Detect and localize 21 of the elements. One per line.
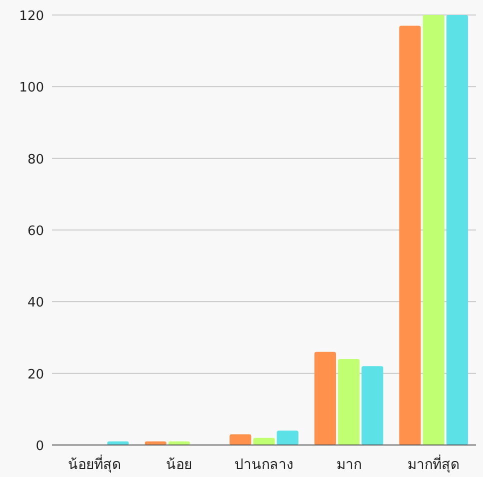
bar [230,434,252,445]
y-tick-label: 40 [27,296,44,311]
bar [399,26,421,445]
x-tick-label: มากที่สุด [408,455,460,473]
y-tick-label: 20 [27,367,44,382]
bar [276,430,298,445]
x-tick-label: มาก [336,457,362,473]
bar [253,438,275,445]
y-tick-label: 0 [36,439,44,454]
y-tick-label: 60 [27,224,44,239]
x-tick-label: ปานกลาง [234,457,294,473]
y-tick-label: 80 [27,152,44,168]
bar [362,366,384,445]
bar [338,359,360,445]
y-tick-label: 100 [19,80,44,96]
bar [314,352,336,445]
bar [422,15,444,445]
x-tick-label: น้อย [166,457,192,473]
x-tick-label: น้อยที่สุด [68,455,121,473]
bar [446,15,468,445]
y-tick-label: 120 [19,9,44,24]
